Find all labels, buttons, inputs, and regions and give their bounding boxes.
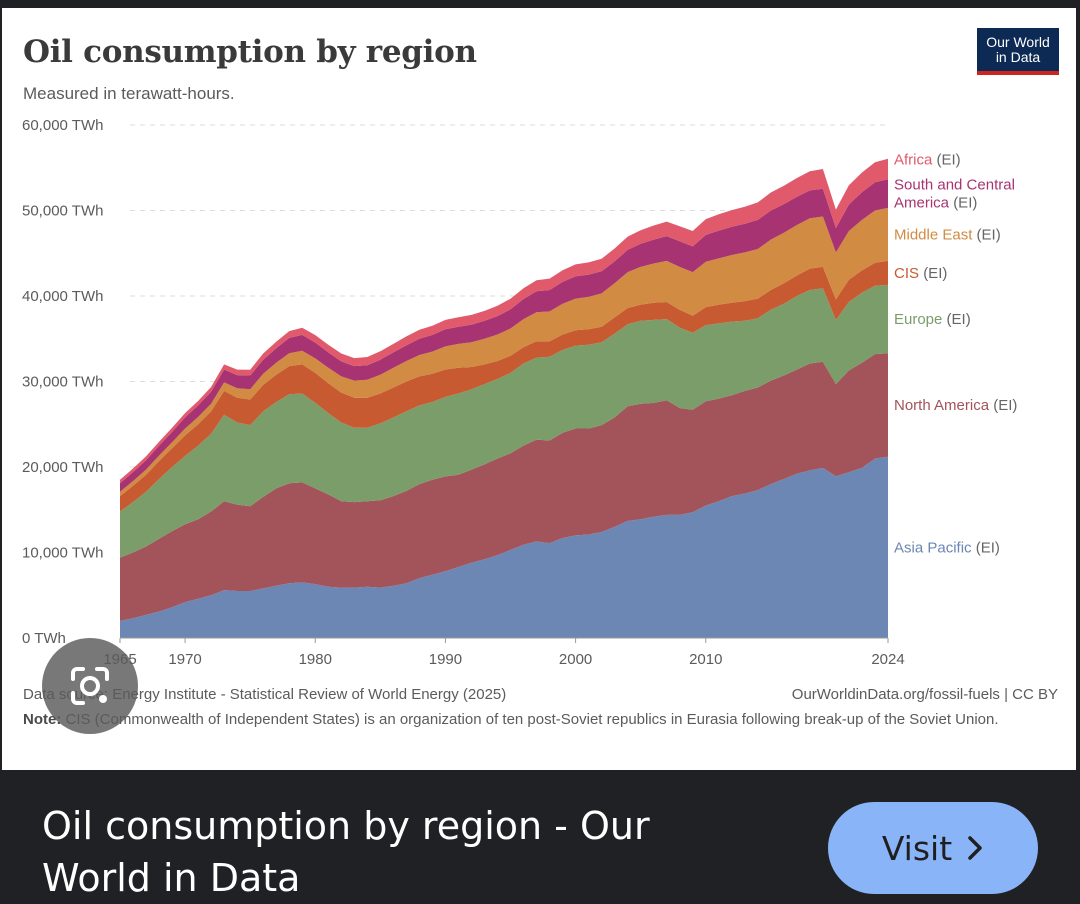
chart-area: 0 TWh 10,000 TWh 20,000 TWh 30,000 TWh 40,00… [22, 117, 1017, 668]
chart-note: Note: CIS (Commonwealth of Independent S… [23, 710, 1043, 730]
series-label: Asia Pacific (EI) [894, 539, 1000, 556]
owid-logo-line1: Our World [986, 34, 1050, 50]
data-source-text: Data source: Energy Institute - Statisti… [23, 686, 507, 703]
google-lens-button[interactable] [42, 638, 138, 734]
series-label: CIS (EI) [894, 265, 947, 282]
chart-subtitle: Measured in terawatt-hours. [23, 84, 235, 103]
chevron-right-icon [968, 836, 982, 860]
chart-title: Oil consumption by region [23, 34, 477, 70]
note-text: CIS (Commonwealth of Independent States)… [65, 711, 999, 728]
x-tick-label: 1980 [299, 651, 332, 668]
y-tick-label: 60,000 TWh [22, 117, 103, 134]
y-tick-label: 50,000 TWh [22, 203, 103, 220]
result-title[interactable]: Oil consumption by region - Our World in… [42, 804, 650, 900]
y-tick-label: 0 TWh [22, 630, 66, 647]
area-series-2 [120, 284, 888, 558]
x-tick-label: 2000 [559, 651, 592, 668]
area-series-1 [120, 353, 888, 621]
y-tick-label: 30,000 TWh [22, 374, 103, 391]
x-tick-label: 1990 [429, 651, 462, 668]
x-tick-label: 1970 [168, 651, 201, 668]
google-lens-icon [71, 667, 109, 705]
top-bar [0, 0, 1080, 8]
area-series-6 [120, 158, 888, 484]
source-link-text: OurWorldinData.org/fossil-fuels | CC BY [791, 686, 1058, 703]
area-series-5 [120, 179, 888, 492]
series-label: North America (EI) [894, 397, 1017, 414]
y-tick-label: 10,000 TWh [22, 545, 103, 562]
visit-button[interactable]: Visit [828, 802, 1038, 894]
area-series-4 [120, 207, 888, 497]
series-label: South and Central America (EI) [894, 177, 1015, 212]
area-series-3 [120, 260, 888, 512]
series-label: Africa (EI) [894, 152, 961, 169]
owid-logo-underline [977, 71, 1059, 75]
y-tick-label: 20,000 TWh [22, 459, 103, 476]
y-tick-label: 40,000 TWh [22, 288, 103, 305]
owid-logo: Our World in Data [977, 28, 1059, 75]
owid-logo-line2: in Data [995, 49, 1041, 65]
series-label: Europe (EI) [894, 311, 971, 328]
x-tick-label: 2024 [871, 651, 904, 668]
x-tick-label: 2010 [689, 651, 722, 668]
image-preview-card[interactable]: 0 TWh 10,000 TWh 20,000 TWh 30,000 TWh 40,00… [2, 8, 1076, 770]
area-series-0 [120, 456, 888, 638]
series-label: Middle East (EI) [894, 226, 1001, 243]
visit-label: Visit [881, 828, 953, 868]
